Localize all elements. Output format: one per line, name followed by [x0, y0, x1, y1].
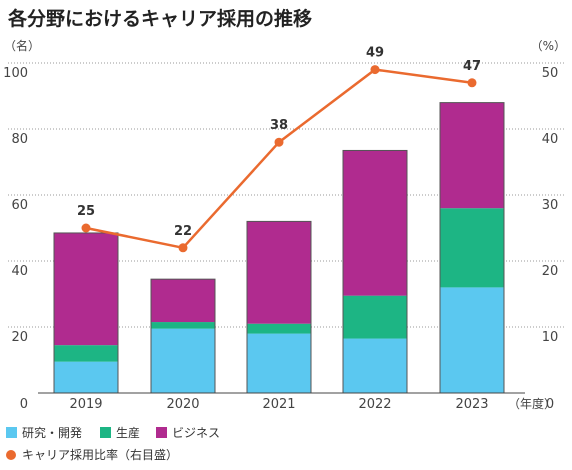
y-left-tick-label: 100	[3, 66, 28, 81]
bar-segment	[247, 333, 311, 393]
ratio-data-label: 47	[463, 59, 481, 74]
bar-segment	[440, 287, 504, 393]
y-left-unit: （名）	[4, 38, 40, 53]
legend-item-ratio: キャリア採用比率（右目盛）	[6, 446, 178, 463]
legend-label-ratio: キャリア採用比率（右目盛）	[22, 448, 179, 462]
ratio-point	[467, 78, 477, 88]
x-unit: （年度）	[508, 396, 556, 411]
chart-title: 各分野におけるキャリア採用の推移	[8, 8, 313, 30]
y-right-tick-label: 50	[542, 66, 559, 81]
bar-segment	[343, 295, 407, 339]
legend-item-rd: 研究・開発	[6, 424, 82, 441]
bar-segment	[247, 323, 311, 334]
x-tick-label: 2020	[166, 397, 199, 412]
ratio-point	[178, 243, 188, 253]
bar-segment	[151, 279, 215, 323]
ratio-point	[370, 65, 380, 75]
y-right-tick-label: 0	[546, 397, 554, 412]
bar-segment	[440, 102, 504, 209]
bar-segment	[343, 150, 407, 296]
bar-stacks	[53, 102, 505, 394]
y-left-tick-label: 0	[20, 397, 28, 412]
bar-segment	[247, 221, 311, 324]
bar-segment	[151, 322, 215, 329]
bar-segment	[343, 338, 407, 393]
legend-item-production: 生産	[100, 424, 140, 441]
x-tick-label: 2023	[455, 397, 488, 412]
x-tick-label: 2022	[358, 397, 391, 412]
x-tick-label: 2019	[69, 397, 102, 412]
ratio-point	[274, 137, 284, 147]
y-left-tick-label: 20	[11, 330, 28, 345]
bar-segment	[54, 361, 118, 393]
legend-item-business: ビジネス	[156, 424, 220, 441]
ratio-line	[81, 65, 477, 253]
y-right-unit: （%）	[531, 39, 566, 53]
y-right-tick-label: 40	[542, 132, 559, 147]
bar-segment	[151, 328, 215, 393]
legend-swatch-production	[100, 427, 111, 438]
bar-segment	[54, 232, 118, 346]
bar-segment	[440, 208, 504, 288]
y-left-tick-label: 40	[11, 264, 28, 279]
ratio-data-label: 25	[77, 204, 95, 219]
y-left-tick-label: 60	[11, 198, 28, 213]
ratio-data-label: 22	[174, 224, 192, 239]
ratio-point	[81, 223, 91, 233]
legend-label-rd: 研究・開発	[22, 426, 83, 440]
legend-label-business: ビジネス	[172, 426, 221, 440]
legend-swatch-business	[156, 427, 167, 438]
ratio-data-label: 38	[270, 118, 288, 133]
legend-swatch-rd	[6, 427, 17, 438]
axes: 0 20 40 60 80 100 0 10 20 30 40 50 （名） （%） （年度） 2019 202…	[3, 38, 566, 412]
y-right-tick-label: 20	[542, 264, 559, 279]
y-left-tick-label: 80	[11, 132, 28, 147]
labels: 25 22 38 49 47	[77, 46, 481, 239]
legend-marker-ratio	[6, 449, 16, 460]
bar-segment	[54, 345, 118, 362]
y-right-tick-label: 10	[542, 330, 559, 345]
y-right-tick-label: 30	[542, 198, 559, 213]
ratio-data-label: 49	[366, 46, 384, 61]
x-tick-label: 2021	[262, 397, 295, 412]
legend-label-production: 生産	[116, 426, 141, 440]
